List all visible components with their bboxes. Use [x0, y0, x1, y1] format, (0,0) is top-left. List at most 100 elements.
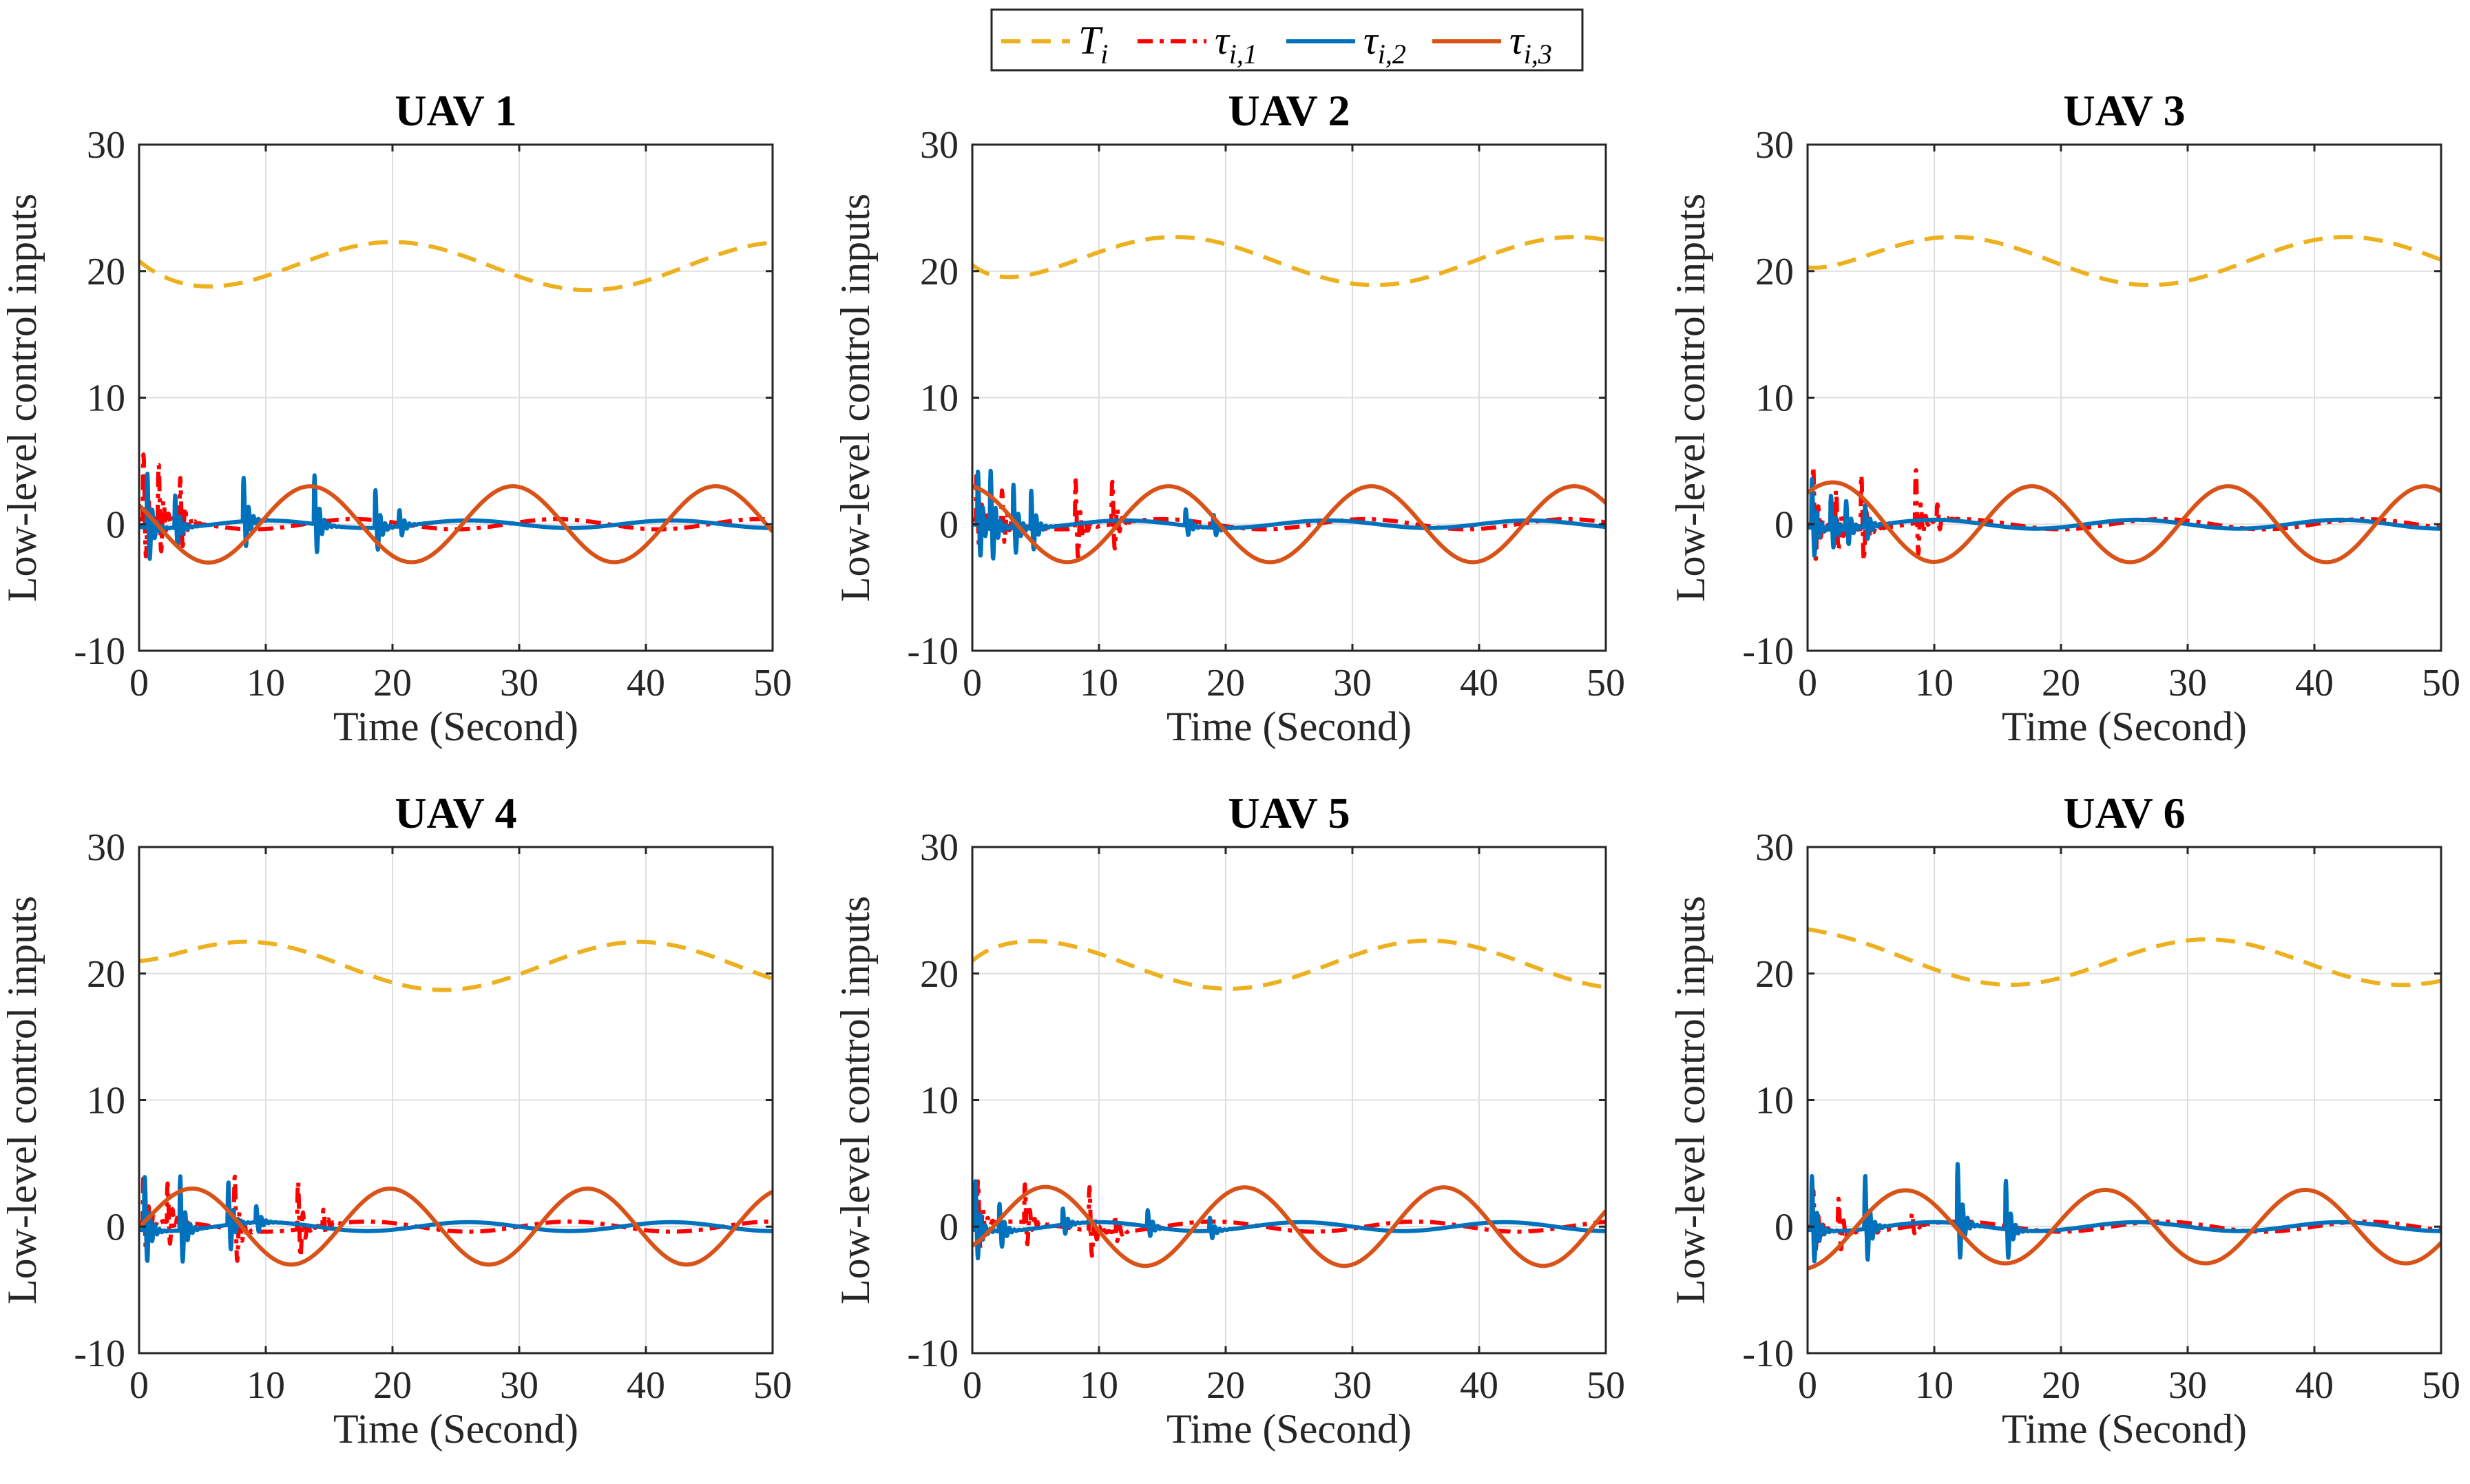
- y-tick-label: 0: [106, 503, 125, 546]
- legend-label: τi,3: [1509, 18, 1552, 70]
- y-tick-label: 0: [939, 1206, 959, 1248]
- panel-title: UAV 4: [395, 788, 516, 837]
- series-line-T_i: [139, 939, 773, 992]
- x-tick-label: 50: [1587, 662, 1625, 704]
- x-tick-label: 50: [753, 662, 792, 704]
- x-tick-label: 20: [1206, 662, 1245, 704]
- x-tick-label: 30: [2168, 1364, 2207, 1407]
- series-group: [139, 939, 773, 1267]
- series-line-tau_i-2: [1808, 1162, 2441, 1264]
- x-tick-label: 20: [2042, 1364, 2080, 1407]
- legend-label: Ti: [1078, 18, 1108, 70]
- series-line-tau_i-3: [972, 484, 1606, 565]
- series-line-tau_i-3: [1808, 1188, 2441, 1271]
- series-group: [972, 235, 1606, 565]
- y-tick-label: 30: [920, 826, 959, 869]
- series-group: [972, 939, 1606, 1268]
- x-axis-label: Time (Second): [1166, 1406, 1412, 1452]
- x-tick-label: 40: [2295, 662, 2334, 704]
- x-tick-label: 30: [500, 1364, 538, 1407]
- x-tick-label: 10: [1080, 1364, 1118, 1407]
- y-tick-label: 20: [87, 251, 125, 293]
- x-tick-label: 40: [627, 1364, 665, 1407]
- x-tick-label: 20: [2042, 662, 2080, 704]
- x-tick-label: 50: [753, 1364, 792, 1407]
- y-axis-label: Low-level control inputs: [1668, 896, 1713, 1304]
- series-line-T_i: [1808, 235, 2441, 287]
- series-line-tau_i-2: [1808, 477, 2441, 558]
- series-line-T_i: [139, 240, 773, 293]
- x-axis-label: Time (Second): [333, 704, 578, 749]
- y-tick-label: 20: [1755, 953, 1794, 996]
- y-tick-label: 10: [920, 377, 959, 420]
- series-line-tau_i-1: [972, 469, 1606, 559]
- series-line-T_i: [972, 939, 1606, 991]
- x-tick-label: 0: [129, 662, 149, 704]
- x-tick-label: 0: [963, 1364, 982, 1407]
- panel-title: UAV 5: [1228, 788, 1350, 837]
- y-tick-label: 20: [920, 251, 959, 293]
- series-group: [139, 240, 773, 565]
- legend: Ti τi,1 τi,2 τi,3: [990, 8, 1584, 72]
- series-group: [1808, 235, 2441, 565]
- x-tick-label: 20: [373, 662, 412, 704]
- x-tick-label: 50: [2422, 662, 2460, 704]
- x-tick-label: 50: [1587, 1364, 1625, 1407]
- x-tick-label: 10: [247, 662, 285, 704]
- series-line-tau_i-1: [1808, 464, 2441, 563]
- y-tick-label: 0: [106, 1206, 125, 1248]
- x-tick-label: 30: [1333, 1364, 1372, 1407]
- x-tick-label: 10: [247, 1364, 285, 1407]
- y-tick-label: 30: [87, 124, 125, 167]
- y-tick-label: 0: [1775, 503, 1794, 546]
- y-axis-label: Low-level control inputs: [0, 896, 45, 1304]
- x-tick-label: 10: [1915, 662, 1954, 704]
- series-line-tau_i-3: [139, 484, 773, 565]
- y-axis-label: Low-level control inputs: [1668, 194, 1713, 602]
- series-line-tau_i-3: [972, 1184, 1606, 1268]
- x-tick-label: 10: [1080, 662, 1118, 704]
- series-line-tau_i-2: [139, 1174, 773, 1264]
- series-line-T_i: [972, 235, 1606, 287]
- y-axis-label: Low-level control inputs: [0, 194, 45, 602]
- x-axis-label: Time (Second): [1166, 704, 1412, 749]
- series-line-T_i: [1808, 927, 2441, 987]
- x-axis-label: Time (Second): [2002, 704, 2247, 749]
- y-tick-label: -10: [1742, 630, 1794, 673]
- x-axis-label: Time (Second): [333, 1406, 578, 1452]
- y-tick-label: 10: [1755, 377, 1794, 420]
- x-tick-label: 40: [627, 662, 665, 704]
- x-tick-label: 30: [1333, 662, 1372, 704]
- y-tick-label: -10: [907, 1333, 959, 1375]
- y-tick-label: 30: [920, 124, 959, 167]
- x-tick-label: 10: [1915, 1364, 1954, 1407]
- x-tick-label: 30: [2168, 662, 2207, 704]
- y-axis-label: Low-level control inputs: [833, 896, 878, 1304]
- y-axis-label: Low-level control inputs: [833, 194, 878, 602]
- panel-title: UAV 1: [395, 86, 516, 135]
- x-tick-label: 20: [373, 1364, 412, 1407]
- x-tick-label: 30: [500, 662, 538, 704]
- series-line-tau_i-2: [972, 468, 1606, 561]
- panel-title: UAV 2: [1228, 86, 1350, 135]
- x-tick-label: 40: [2295, 1364, 2334, 1407]
- series-line-tau_i-3: [139, 1187, 773, 1267]
- x-tick-label: 20: [1206, 1364, 1245, 1407]
- y-tick-label: 20: [1755, 251, 1794, 293]
- x-tick-label: 0: [1798, 662, 1817, 704]
- y-tick-label: 30: [1755, 826, 1794, 869]
- y-tick-label: 10: [87, 377, 125, 420]
- x-tick-label: 40: [1460, 1364, 1498, 1407]
- y-tick-label: 0: [1775, 1206, 1794, 1248]
- y-tick-label: 0: [939, 503, 959, 546]
- y-tick-label: 20: [87, 953, 125, 996]
- y-tick-label: -10: [907, 630, 959, 673]
- series-line-tau_i-3: [1808, 480, 2441, 565]
- y-tick-label: 30: [87, 826, 125, 869]
